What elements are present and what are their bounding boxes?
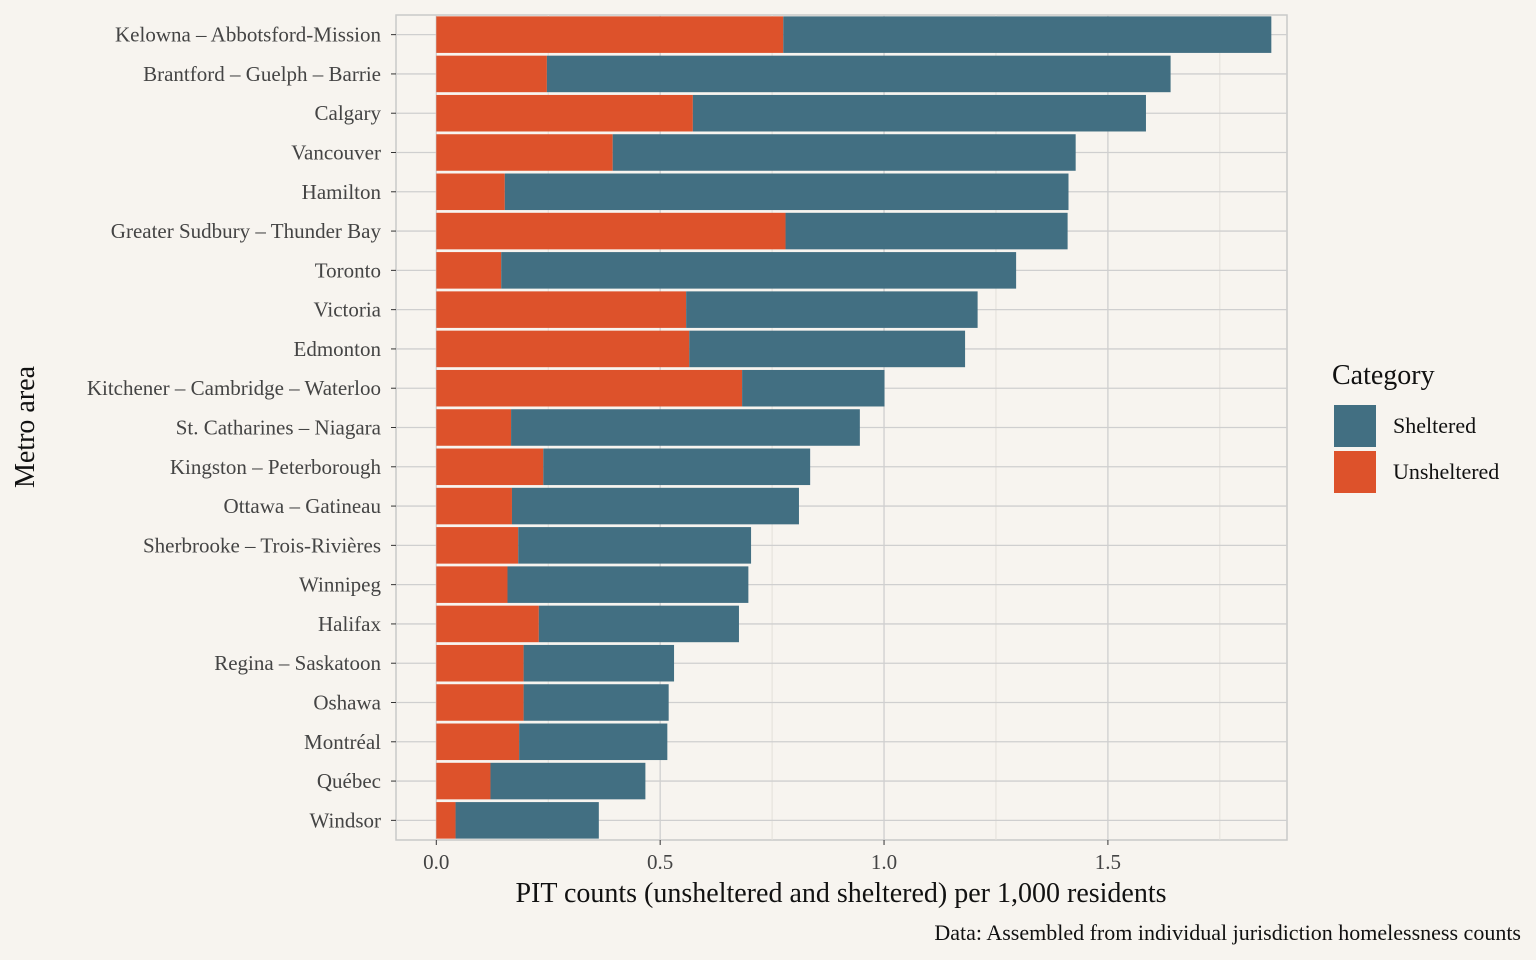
- y-tick-label: Toronto: [315, 258, 381, 282]
- x-axis-tick-labels: 0.0 0.5 1.0 1.5: [423, 840, 1121, 874]
- bar-sheltered: [742, 369, 885, 407]
- x-tick-label: 1.0: [871, 850, 897, 874]
- bar-unsheltered: [436, 802, 456, 839]
- bar-unsheltered: [436, 605, 539, 643]
- bar-unsheltered: [436, 762, 491, 800]
- bar-sheltered: [692, 94, 1146, 132]
- bar-sheltered: [519, 723, 668, 761]
- legend-title: Category: [1332, 360, 1435, 391]
- bar-sheltered: [785, 212, 1068, 250]
- y-tick-label: Calgary: [315, 101, 382, 125]
- bar-sheltered: [523, 644, 675, 682]
- y-tick-label: Kingston – Peterborough: [170, 455, 382, 479]
- bar-sheltered: [686, 291, 978, 328]
- y-tick-label: Victoria: [313, 298, 381, 322]
- legend-label-sheltered: Sheltered: [1393, 413, 1476, 438]
- x-axis-title: PIT counts (unsheltered and sheltered) p…: [515, 878, 1166, 909]
- bar-unsheltered: [436, 173, 505, 211]
- bar-sheltered: [511, 409, 860, 446]
- bar-sheltered: [543, 448, 811, 486]
- legend-swatch-sheltered: [1334, 405, 1376, 447]
- bar-unsheltered: [436, 684, 524, 721]
- legend-swatch-unsheltered: [1334, 451, 1376, 493]
- y-tick-label: Oshawa: [313, 691, 381, 715]
- bar-unsheltered: [436, 527, 519, 564]
- bar-unsheltered: [436, 291, 687, 328]
- bar-sheltered: [689, 330, 966, 368]
- bar-sheltered: [455, 802, 599, 839]
- bar-sheltered: [538, 605, 739, 643]
- bar-unsheltered: [436, 566, 508, 603]
- bar-sheltered: [612, 134, 1076, 171]
- y-tick-label: Montréal: [304, 730, 381, 754]
- bar-sheltered: [546, 55, 1171, 93]
- y-tick-label: Vancouver: [291, 141, 381, 165]
- y-tick-label: Halifax: [318, 612, 381, 636]
- bar-sheltered: [490, 762, 646, 800]
- y-tick-label: Brantford – Guelph – Barrie: [143, 62, 381, 86]
- y-axis-tick-labels: Kelowna – Abbotsford-Mission Brantford – …: [87, 23, 396, 832]
- x-tick-label: 0.5: [647, 850, 673, 874]
- y-tick-label: Ottawa – Gatineau: [224, 494, 382, 518]
- bar-unsheltered: [436, 134, 613, 171]
- bar-unsheltered: [436, 723, 520, 761]
- y-tick-label: Windsor: [310, 808, 381, 832]
- caption: Data: Assembled from individual jurisdic…: [934, 920, 1521, 945]
- bar-unsheltered: [436, 94, 693, 132]
- legend-label-unsheltered: Unsheltered: [1393, 459, 1499, 484]
- y-tick-label: Kelowna – Abbotsford-Mission: [115, 23, 381, 47]
- bar-unsheltered: [436, 644, 524, 682]
- bar-sheltered: [523, 684, 669, 721]
- y-tick-label: Greater Sudbury – Thunder Bay: [111, 219, 382, 243]
- bar-sheltered: [518, 527, 752, 564]
- x-tick-label: 1.5: [1095, 850, 1121, 874]
- bar-unsheltered: [436, 55, 547, 93]
- bar-unsheltered: [436, 330, 690, 368]
- y-tick-label: Sherbrooke – Trois-Rivières: [143, 533, 381, 557]
- bar-sheltered: [783, 16, 1272, 53]
- bar-unsheltered: [436, 212, 786, 250]
- bar-sheltered: [507, 566, 749, 603]
- y-tick-label: St. Catharines – Niagara: [176, 416, 382, 440]
- bar-sheltered: [501, 252, 1017, 289]
- y-tick-label: Edmonton: [294, 337, 382, 361]
- bar-unsheltered: [436, 16, 784, 53]
- bar-unsheltered: [436, 252, 502, 289]
- bar-sheltered: [511, 487, 799, 525]
- y-tick-label: Winnipeg: [299, 573, 381, 597]
- y-tick-label: Regina – Saskatoon: [214, 651, 381, 675]
- x-tick-label: 0.0: [423, 850, 449, 874]
- bar-unsheltered: [436, 409, 512, 446]
- y-axis-title: Metro area: [10, 365, 41, 488]
- bar-sheltered: [504, 173, 1069, 211]
- y-tick-label: Kitchener – Cambridge – Waterloo: [87, 376, 381, 400]
- bar-unsheltered: [436, 448, 544, 486]
- bar-unsheltered: [436, 487, 512, 525]
- bars-group: [436, 16, 1272, 839]
- y-tick-label: Hamilton: [302, 180, 382, 204]
- legend: Category Sheltered Unsheltered: [1332, 360, 1499, 493]
- bar-unsheltered: [436, 369, 743, 407]
- y-tick-label: Québec: [317, 769, 381, 793]
